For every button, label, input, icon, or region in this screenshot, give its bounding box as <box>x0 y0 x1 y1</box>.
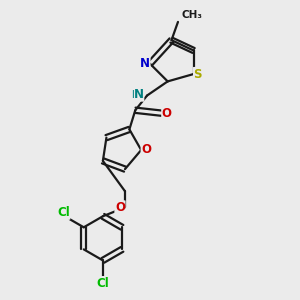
Text: Cl: Cl <box>97 277 109 290</box>
Text: O: O <box>141 143 151 157</box>
Text: O: O <box>162 107 172 120</box>
Text: N: N <box>140 57 150 70</box>
Text: S: S <box>194 68 202 80</box>
Text: Cl: Cl <box>57 206 70 219</box>
Text: CH₃: CH₃ <box>182 11 203 20</box>
Text: H: H <box>132 90 140 100</box>
Text: N: N <box>134 88 144 101</box>
Text: O: O <box>115 201 125 214</box>
